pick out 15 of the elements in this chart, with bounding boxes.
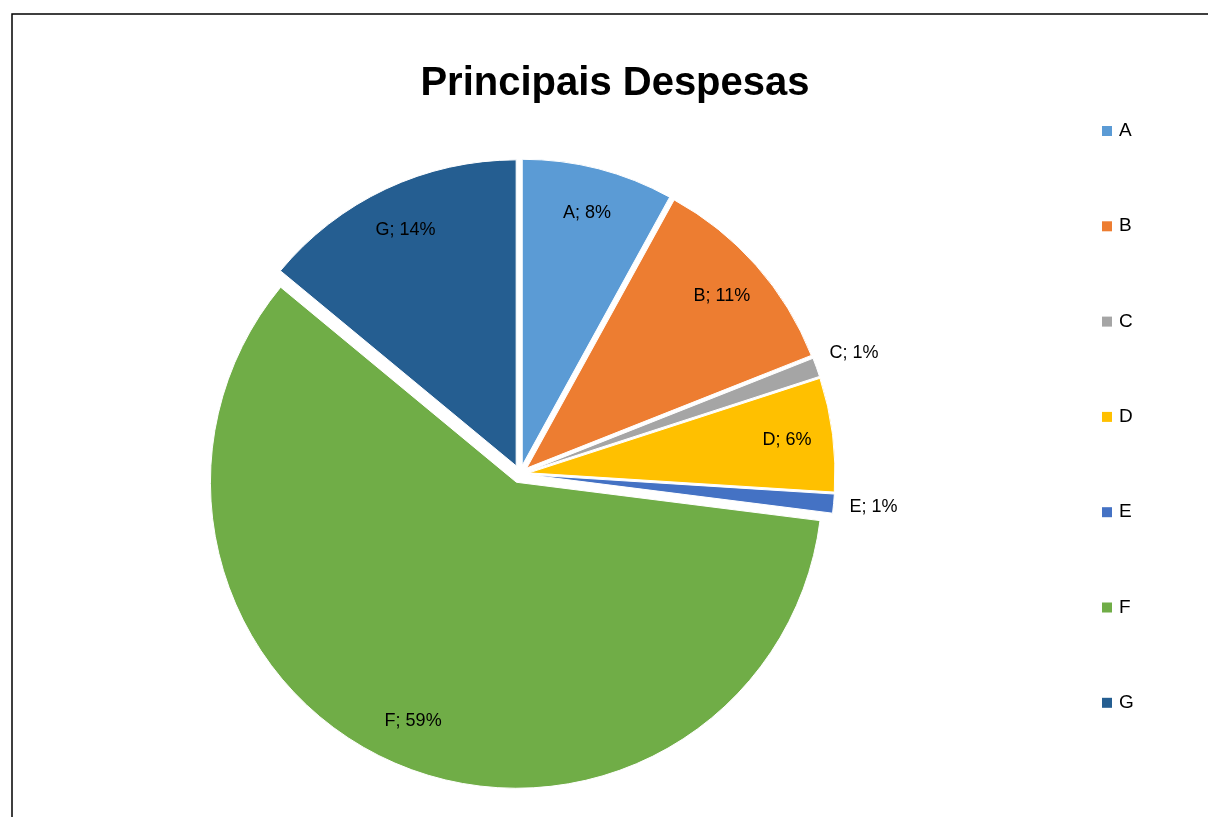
chart-title: Principais Despesas xyxy=(420,58,810,103)
legend-label: C xyxy=(1119,309,1133,331)
data-label: C; 1% xyxy=(829,342,879,363)
legend-label: B xyxy=(1119,214,1132,236)
legend-label: F xyxy=(1119,595,1131,617)
data-label: A; 8% xyxy=(562,202,611,223)
data-label: E; 1% xyxy=(849,496,898,517)
data-label: B; 11% xyxy=(693,284,751,305)
data-label: G; 14% xyxy=(375,219,436,240)
legend-label: D xyxy=(1119,404,1133,426)
legend-label: A xyxy=(1119,119,1132,141)
legend-label: G xyxy=(1119,690,1134,712)
data-label: D; 6% xyxy=(762,429,812,450)
legend-label: E xyxy=(1119,500,1132,522)
data-label: F; 59% xyxy=(384,709,442,730)
